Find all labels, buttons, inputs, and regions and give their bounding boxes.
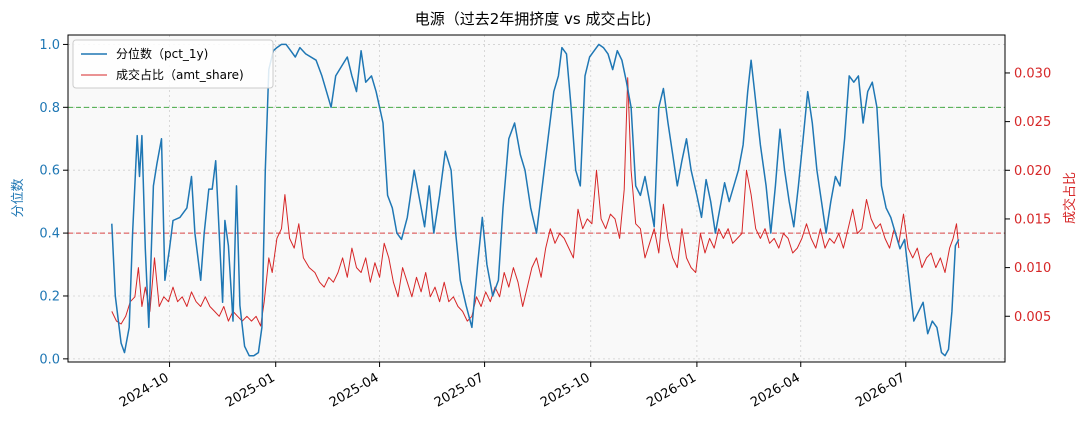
x-tick-label: 2025-07	[432, 370, 487, 410]
right-y-tick-label: 0.005	[1014, 310, 1051, 325]
right-y-tick-label: 0.015	[1014, 212, 1051, 227]
legend-label-pct: 分位数（pct_1y)	[116, 46, 208, 61]
left-axis-title: 分位数	[11, 178, 26, 217]
x-axis: 2024-10 2025-01 2025-04 2025-07 2025-10 2026-…	[117, 362, 908, 411]
right-axis-title: 成交占比	[1062, 172, 1078, 224]
x-tick-label: 2026-04	[748, 370, 803, 410]
x-tick-label: 2025-10	[538, 370, 593, 410]
right-y-tick-label: 0.030	[1014, 66, 1051, 81]
x-tick-label: 2025-01	[223, 370, 278, 410]
x-tick-label: 2025-04	[327, 370, 382, 410]
series-line-amt	[111, 77, 960, 327]
legend-label-amt: 成交占比（amt_share)	[116, 67, 244, 82]
right-y-tick-label: 0.020	[1014, 164, 1051, 179]
left-y-axis: 0.0 0.2 0.4 0.6 0.8 1.0	[39, 38, 68, 367]
x-tick-label: 2026-01	[644, 370, 699, 410]
series-layer	[111, 43, 960, 357]
right-y-axis: 0.005 0.010 0.015 0.020 0.025 0.030	[1005, 66, 1051, 325]
plot-frame	[67, 34, 1006, 363]
legend: 分位数（pct_1y) 成交占比（amt_share)	[72, 39, 274, 89]
left-y-tick-label: 0.8	[39, 101, 60, 116]
left-y-tick-label: 0.2	[39, 289, 60, 304]
legend-box	[72, 39, 274, 89]
left-y-tick-label: 0.0	[39, 352, 60, 367]
x-tick-label: 2024-10	[117, 370, 172, 410]
left-y-tick-label: 1.0	[39, 38, 60, 53]
left-y-tick-label: 0.4	[39, 227, 60, 242]
series-line-pct	[111, 43, 960, 357]
x-tick-label: 2026-07	[853, 370, 908, 410]
chart-title: 电源（过去2年拥挤度 vs 成交占比)	[415, 10, 652, 28]
left-y-tick-label: 0.6	[39, 164, 60, 179]
right-y-tick-label: 0.010	[1014, 261, 1051, 276]
right-y-tick-label: 0.025	[1014, 115, 1051, 130]
